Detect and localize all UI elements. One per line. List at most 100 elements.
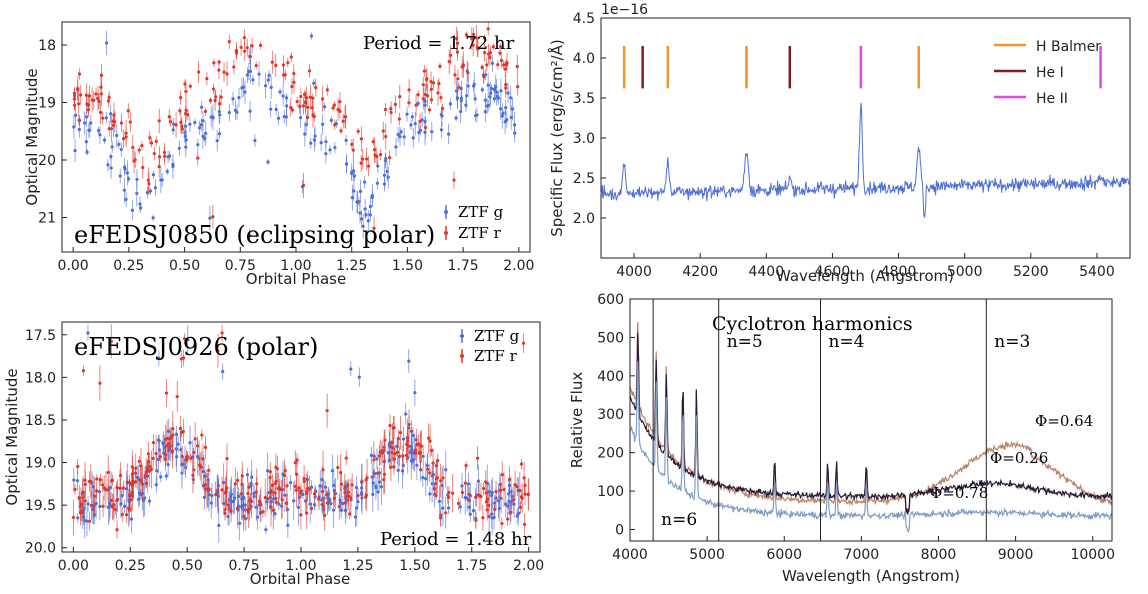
- data-point: [317, 497, 321, 501]
- data-point: [460, 484, 464, 488]
- data-point: [89, 121, 93, 125]
- data-point: [73, 113, 78, 117]
- data-point: [333, 146, 337, 150]
- data-point: [151, 441, 156, 445]
- data-point: [312, 81, 316, 85]
- data-point: [207, 488, 211, 492]
- x-axis-label: Orbital Phase: [250, 570, 350, 588]
- data-point: [175, 455, 179, 459]
- data-point: [106, 163, 110, 167]
- data-point: [217, 68, 221, 72]
- data-point: [378, 153, 383, 157]
- data-point: [257, 72, 261, 76]
- data-point: [503, 67, 507, 71]
- data-point: [487, 490, 491, 494]
- data-point: [128, 120, 132, 124]
- data-point: [189, 456, 193, 460]
- data-point: [117, 142, 121, 146]
- data-point: [384, 134, 388, 139]
- data-point: [464, 463, 468, 468]
- data-point: [375, 457, 379, 461]
- data-point: [183, 134, 187, 138]
- legend: ZTF g ZTF r: [460, 327, 520, 365]
- data-point: [101, 483, 105, 487]
- data-point: [440, 106, 445, 111]
- data-point: [320, 502, 324, 507]
- data-point: [202, 495, 207, 499]
- data-point: [245, 73, 249, 77]
- data-point: [330, 469, 334, 473]
- data-point: [126, 177, 131, 181]
- object-annotation: eFEDSJ0926 (polar): [74, 333, 318, 361]
- data-point: [418, 128, 423, 132]
- data-point: [281, 94, 285, 98]
- data-point: [339, 482, 344, 486]
- data-point: [155, 469, 159, 473]
- data-point: [109, 498, 113, 502]
- data-point: [266, 160, 270, 164]
- legend-label: He II: [1036, 91, 1068, 107]
- data-point: [473, 97, 477, 101]
- data-point: [492, 97, 497, 101]
- data-point: [169, 120, 173, 124]
- data-point: [209, 501, 213, 505]
- data-point: [254, 505, 258, 509]
- data-point: [246, 510, 251, 514]
- data-point: [509, 115, 513, 120]
- x-tick-label: 0.25: [113, 258, 144, 274]
- data-point: [404, 453, 409, 457]
- data-point: [483, 51, 487, 55]
- data-point: [413, 122, 417, 126]
- data-point: [134, 466, 138, 470]
- x-tick-label: 0.00: [58, 558, 89, 574]
- data-point: [313, 495, 317, 499]
- y-tick-label: 19.0: [25, 456, 56, 472]
- data-point: [298, 116, 303, 120]
- data-point: [381, 129, 385, 133]
- chart-title: Cyclotron harmonics: [712, 313, 913, 335]
- data-point: [464, 103, 468, 107]
- data-point: [182, 337, 187, 341]
- data-point: [382, 173, 387, 177]
- data-point: [270, 60, 274, 64]
- legend-label: ZTF g: [458, 203, 504, 221]
- data-point: [429, 87, 433, 92]
- data-point: [168, 154, 172, 158]
- data-point: [486, 27, 490, 31]
- y-tick-label: 18: [38, 38, 56, 54]
- data-point: [195, 454, 200, 459]
- data-point: [135, 191, 139, 195]
- data-point: [308, 502, 312, 506]
- data-point: [439, 112, 443, 117]
- period-label: Period = 1.48 hr: [380, 529, 532, 550]
- data-point: [159, 178, 163, 182]
- data-point: [188, 441, 192, 445]
- data-point: [350, 483, 354, 487]
- x-tick-label: 4800: [881, 264, 917, 280]
- data-point: [474, 36, 478, 40]
- y-tick-label: 600: [597, 292, 624, 308]
- data-point: [498, 51, 502, 55]
- data-point: [76, 464, 80, 469]
- data-point: [461, 63, 465, 67]
- data-point: [294, 488, 299, 492]
- data-point: [430, 482, 434, 486]
- data-point: [256, 515, 260, 519]
- data-point: [171, 162, 175, 166]
- data-point: [208, 216, 212, 220]
- data-point: [152, 151, 156, 156]
- data-point: [439, 95, 443, 100]
- data-point: [269, 505, 273, 509]
- data-point: [323, 513, 327, 518]
- data-point: [289, 105, 293, 110]
- data-point: [95, 489, 99, 493]
- x-axis-label: Wavelength (Angstrom): [776, 267, 954, 285]
- data-point: [421, 83, 425, 87]
- data-point: [512, 123, 517, 127]
- data-point: [296, 505, 301, 509]
- data-point: [129, 498, 133, 502]
- data-point: [439, 479, 443, 483]
- data-point: [98, 381, 102, 385]
- data-point: [201, 119, 205, 123]
- spectrum-line: [629, 361, 1113, 533]
